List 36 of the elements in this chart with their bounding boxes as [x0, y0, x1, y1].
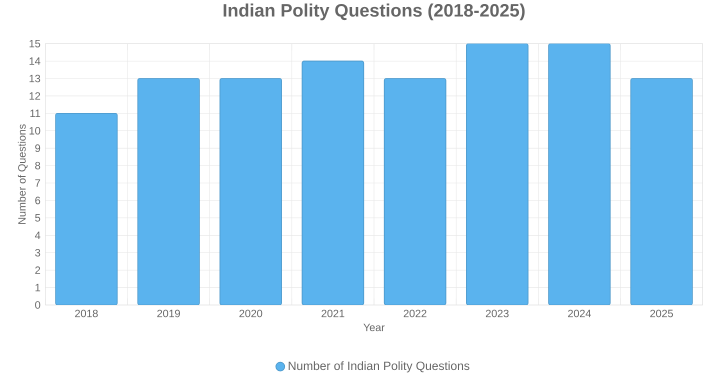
y-tick-label: 8: [35, 162, 40, 170]
bar: [384, 78, 446, 305]
chart-title: Indian Polity Questions (2018-2025): [224, 4, 525, 20]
y-tick-label: 0: [35, 301, 40, 309]
x-tick-label: 2021: [322, 310, 344, 318]
x-axis-title: Year: [363, 324, 385, 332]
y-tick-label: 1: [36, 284, 40, 292]
x-tick-label: 2022: [404, 310, 426, 318]
legend-label: Number of Indian Polity Questions: [288, 361, 470, 372]
y-tick-label: 13: [30, 74, 40, 82]
y-tick-label: 9: [35, 144, 40, 152]
y-axis-title: Number of Questions: [18, 124, 28, 224]
x-tick-label: 2020: [239, 310, 262, 318]
y-tick-label: 10: [30, 127, 40, 135]
y-tick-label: 5: [35, 214, 40, 222]
bar: [137, 78, 200, 305]
bar: [466, 44, 528, 305]
x-tick-label: 2025: [650, 310, 673, 318]
x-tick-label: 2019: [157, 310, 180, 318]
x-tick-label: 2023: [486, 310, 509, 318]
y-tick-label: 4: [34, 232, 40, 239]
bar: [220, 78, 282, 305]
bar: [55, 112, 118, 305]
x-tick-label: 2018: [75, 310, 98, 318]
bar: [548, 44, 611, 305]
bar: [302, 60, 364, 305]
y-tick-label: 7: [35, 179, 40, 187]
y-tick-label: 2: [35, 266, 40, 274]
y-tick-label: 11: [30, 110, 40, 118]
y-tick-label: 15: [30, 40, 40, 48]
y-tick-label: 3: [35, 248, 40, 256]
y-tick-label: 14: [30, 57, 40, 65]
y-tick-label: 6: [35, 196, 40, 204]
x-tick-label: 2024: [568, 310, 591, 318]
bar: [630, 78, 693, 305]
y-tick-label: 12: [30, 92, 40, 100]
